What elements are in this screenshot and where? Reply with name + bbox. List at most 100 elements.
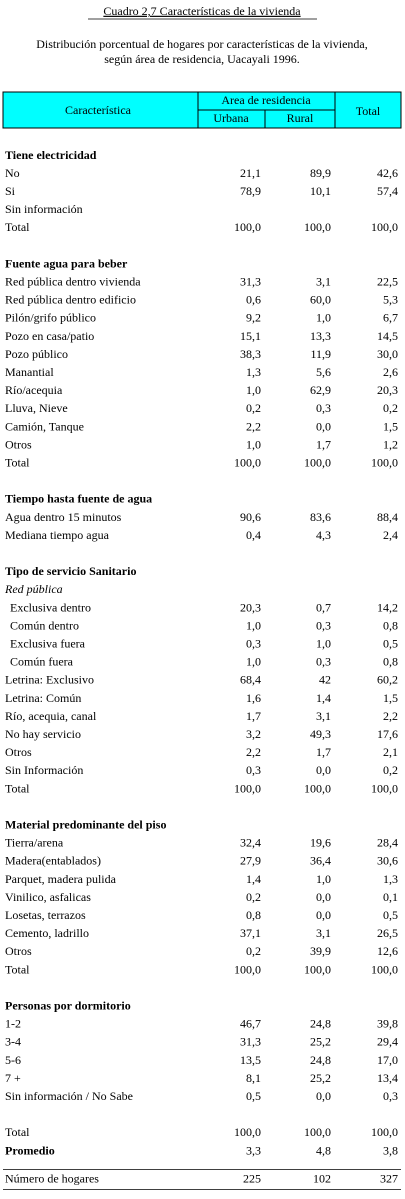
- cell-value: 8,1: [246, 1071, 261, 1085]
- cell-value: 25,2: [310, 1071, 331, 1085]
- cell-value: 1,2: [383, 437, 398, 451]
- cell-value: 90,6: [240, 510, 261, 524]
- cell-value: 36,4: [310, 854, 331, 868]
- row-label: Exclusiva dentro: [10, 600, 91, 614]
- cell-value: 2,6: [383, 365, 398, 379]
- row-label: Número de hogares: [5, 1171, 99, 1185]
- cell-value: 100,0: [234, 962, 261, 976]
- cell-value: 102: [313, 1171, 331, 1185]
- row-label: Sin Información: [5, 763, 83, 777]
- cell-value: 1,3: [246, 365, 261, 379]
- cell-value: 2,2: [246, 745, 261, 759]
- cell-value: 62,9: [310, 383, 331, 397]
- row-label: Red pública: [4, 582, 63, 596]
- row-label: 3-4: [5, 1035, 21, 1049]
- cell-value: 17,6: [377, 727, 398, 741]
- cell-value: 0,3: [246, 636, 261, 650]
- cell-value: 100,0: [371, 1125, 398, 1139]
- cell-value: 6,7: [383, 311, 398, 325]
- cell-value: 1,0: [246, 383, 261, 397]
- cell-value: 0,2: [383, 401, 398, 415]
- cell-value: 39,9: [310, 944, 331, 958]
- row-label: Río/acequia: [5, 383, 63, 397]
- column-header: Rural: [287, 111, 314, 125]
- cell-value: 42,6: [377, 166, 398, 180]
- row-label: Red pública dentro vivienda: [5, 274, 141, 288]
- cell-value: 25,2: [310, 1035, 331, 1049]
- cell-value: 3,1: [316, 274, 331, 288]
- cell-value: 57,4: [377, 184, 398, 198]
- cell-value: 37,1: [240, 926, 261, 940]
- cell-value: 0,0: [316, 908, 331, 922]
- cell-value: 100,0: [234, 1125, 261, 1139]
- row-label: Vinilico, asfalicas: [5, 890, 91, 904]
- cell-value: 1,0: [316, 636, 331, 650]
- cell-value: 0,1: [383, 890, 398, 904]
- table-header: Característica Area de residencia Urbana…: [2, 91, 402, 129]
- cell-value: 1,5: [383, 691, 398, 705]
- cell-value: 0,5: [383, 908, 398, 922]
- row-label: Pilón/grifo público: [5, 311, 96, 325]
- row-label: Promedio: [5, 1143, 55, 1157]
- cell-value: 0,8: [383, 655, 398, 669]
- row-label: Parquet, madera pulida: [5, 872, 117, 886]
- cell-value: 0,0: [316, 419, 331, 433]
- cell-value: 0,7: [316, 600, 331, 614]
- subtitle: Distribución porcentual de hogares por c…: [36, 37, 368, 51]
- title: Cuadro 2,7 Características de la viviend…: [103, 4, 301, 18]
- cell-value: 0,3: [383, 1089, 398, 1103]
- cell-value: 100,0: [304, 1125, 331, 1139]
- cell-value: 20,3: [377, 383, 398, 397]
- cell-value: 31,3: [240, 274, 261, 288]
- cell-value: 2,2: [246, 419, 261, 433]
- cell-value: 88,4: [377, 510, 398, 524]
- section-title: Tipo de servicio Sanitario: [5, 564, 136, 578]
- cell-value: 0,2: [246, 944, 261, 958]
- cell-value: 60,2: [377, 673, 398, 687]
- cell-value: 10,1: [310, 184, 331, 198]
- row-label: 5-6: [5, 1053, 21, 1067]
- row-label: Total: [5, 220, 30, 234]
- cell-value: 30,0: [377, 347, 398, 361]
- cell-value: 1,7: [246, 709, 261, 723]
- cell-value: 4,3: [316, 528, 331, 542]
- cell-value: 15,1: [240, 329, 261, 343]
- cell-value: 83,6: [310, 510, 331, 524]
- cell-value: 4,8: [316, 1143, 331, 1157]
- cell-value: 0,8: [246, 908, 261, 922]
- cell-value: 13,3: [310, 329, 331, 343]
- cell-value: 1,7: [316, 745, 331, 759]
- cell-value: 32,4: [240, 836, 261, 850]
- cell-value: 100,0: [234, 455, 261, 469]
- cell-value: 21,1: [240, 166, 261, 180]
- cell-value: 9,2: [246, 311, 261, 325]
- row-label: Camión, Tanque: [5, 419, 84, 433]
- column-header: Característica: [65, 103, 132, 117]
- cell-value: 2,4: [383, 528, 398, 542]
- cell-value: 0,0: [316, 763, 331, 777]
- section-title: Fuente agua para beber: [5, 256, 128, 270]
- cell-value: 26,5: [377, 926, 398, 940]
- row-label: Letrina: Común: [5, 691, 81, 705]
- cell-value: 42: [319, 673, 331, 687]
- cell-value: 1,4: [316, 691, 331, 705]
- row-label: Pozo público: [5, 347, 68, 361]
- cell-value: 100,0: [234, 781, 261, 795]
- row-label: 7 +: [5, 1071, 21, 1085]
- cell-value: 3,2: [246, 727, 261, 741]
- section-title: Tiene electricidad: [5, 148, 97, 162]
- cell-value: 39,8: [377, 1017, 398, 1031]
- row-label: Losetas, terrazos: [5, 908, 86, 922]
- cell-value: 1,0: [246, 618, 261, 632]
- row-label: Cemento, ladrillo: [5, 926, 89, 940]
- cell-value: 1,4: [246, 872, 261, 886]
- cell-value: 20,3: [240, 600, 261, 614]
- row-label: Letrina: Exclusivo: [5, 673, 94, 687]
- cell-value: 100,0: [304, 781, 331, 795]
- cell-value: 24,8: [310, 1017, 331, 1031]
- cell-value: 1,6: [246, 691, 261, 705]
- cell-value: 2,2: [383, 709, 398, 723]
- cell-value: 49,3: [310, 727, 331, 741]
- row-label: Tierra/arena: [5, 836, 64, 850]
